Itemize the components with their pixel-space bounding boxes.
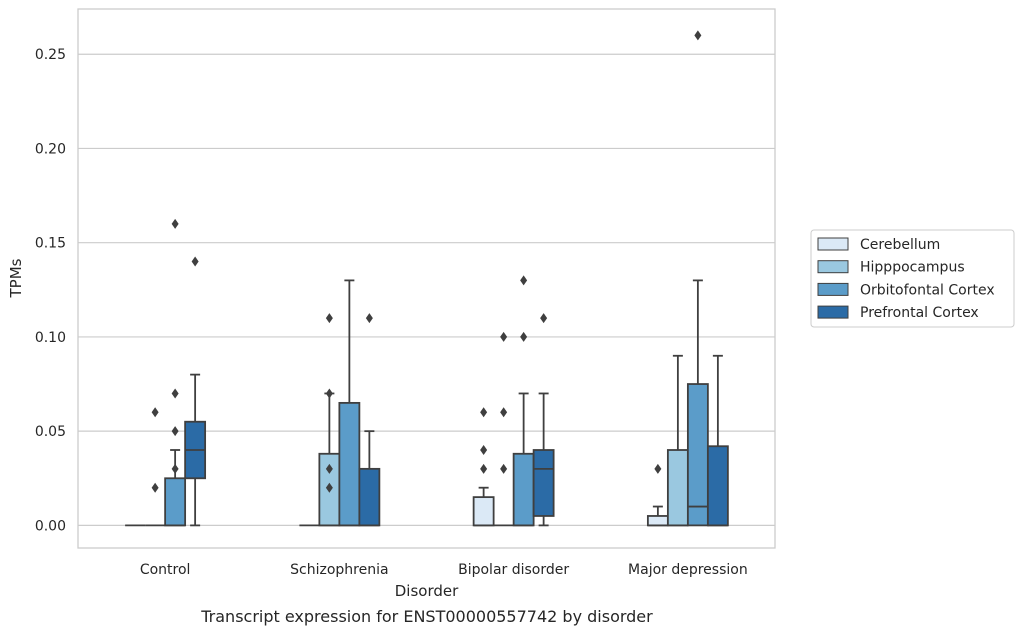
box-body — [358, 467, 381, 527]
legend: Cerebellum Hipppocampus Orbitofontal Corte… — [810, 229, 1015, 328]
x-tick-label: Major depression — [628, 562, 748, 578]
box-body — [512, 452, 535, 527]
box-3-2 — [686, 30, 709, 527]
legend-swatch — [817, 305, 849, 319]
box-3-0 — [646, 463, 669, 527]
legend-entry: Cerebellum — [860, 237, 940, 253]
y-tick-labels: 0.00 0.05 0.10 0.15 0.20 0.25 — [35, 47, 66, 534]
outlier-point — [480, 463, 488, 474]
outlier-point — [171, 463, 179, 474]
x-tick-label: Control — [140, 562, 191, 578]
outlier-point — [540, 313, 548, 324]
y-tick-label: 0.25 — [35, 47, 66, 63]
box-2-3 — [532, 313, 555, 527]
box-body — [164, 477, 187, 527]
y-tick-label: 0.20 — [35, 141, 66, 157]
box-0-2 — [164, 218, 187, 527]
legend-swatch — [817, 260, 849, 274]
box-body — [338, 401, 361, 527]
outlier-point — [480, 407, 488, 418]
box-body — [706, 445, 729, 527]
y-tick-label: 0.15 — [35, 236, 66, 252]
plot-frame — [77, 8, 776, 549]
box-1-3 — [358, 313, 381, 527]
box-0-3 — [184, 256, 207, 527]
outlier-point — [171, 426, 179, 437]
outlier-point — [520, 331, 528, 342]
box-body — [686, 383, 709, 527]
box-body — [646, 515, 669, 527]
legend-frame — [810, 229, 1015, 328]
outlier-point — [151, 482, 159, 493]
box-3-1 — [666, 354, 689, 527]
x-tick-label: Bipolar disorder — [458, 562, 569, 578]
outlier-point — [171, 388, 179, 399]
box-3-3 — [706, 354, 729, 527]
outlier-point — [500, 331, 508, 342]
outlier-point — [365, 313, 373, 324]
y-axis-title: TPMs — [7, 258, 25, 298]
x-tick-labels: Control Schizophrenia Bipolar disorder Majo… — [140, 562, 748, 578]
box-2-2 — [512, 275, 535, 527]
y-tick-label: 0.05 — [35, 424, 66, 440]
legend-entry: Orbitofontal Cortex — [860, 282, 995, 298]
box-body — [666, 449, 689, 527]
outlier-point — [654, 463, 662, 474]
outlier-point — [325, 388, 333, 399]
legend-swatch — [817, 237, 849, 251]
legend-entry: Prefrontal Cortex — [860, 305, 979, 321]
outlier-point — [500, 407, 508, 418]
outlier-point — [480, 445, 488, 455]
box-1-2 — [338, 279, 361, 527]
outlier-point — [171, 218, 179, 229]
legend-entry: Hipppocampus — [860, 260, 965, 276]
outlier-point — [325, 482, 333, 493]
box-2-0 — [472, 407, 495, 527]
outlier-point — [325, 463, 333, 474]
box-0-1 — [145, 407, 166, 527]
x-tick-label: Schizophrenia — [290, 562, 388, 578]
x-axis-title: Disorder — [395, 582, 459, 600]
box-body — [472, 496, 495, 527]
outlier-point — [500, 463, 508, 474]
outlier-point — [694, 30, 702, 41]
outlier-point — [325, 313, 333, 324]
legend-swatch — [817, 282, 849, 296]
box-body — [532, 449, 555, 517]
chart-caption: Transcript expression for ENST0000055774… — [200, 607, 653, 626]
box-2-1 — [493, 331, 514, 527]
boxes — [125, 30, 729, 527]
y-tick-label: 0.00 — [35, 518, 66, 534]
outlier-point — [151, 407, 159, 418]
outlier-point — [191, 256, 199, 267]
y-tick-label: 0.10 — [35, 330, 66, 346]
outlier-point — [520, 275, 528, 286]
box-1-1 — [318, 313, 341, 527]
